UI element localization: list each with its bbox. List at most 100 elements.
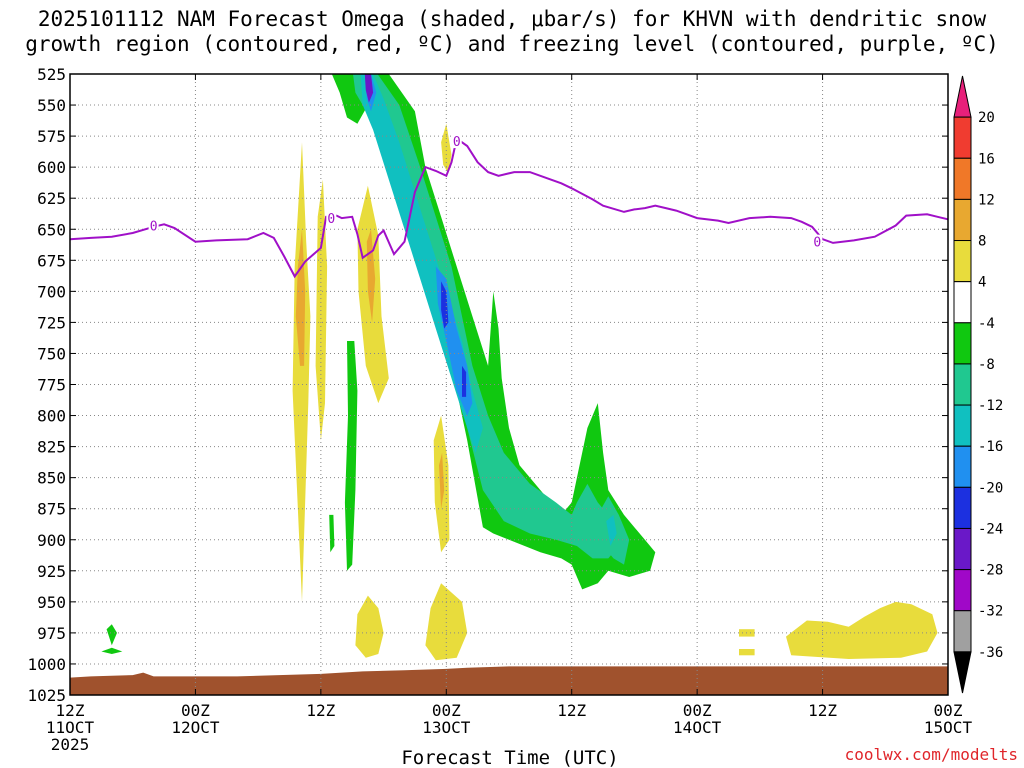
colorbar-label-8: -16	[978, 439, 1003, 455]
colorbar-swatch-9	[953, 445, 972, 488]
x-tick-label-0-2: 11OCT	[46, 718, 95, 737]
colorbar-label-10: -24	[978, 521, 1003, 537]
x-tick-label-36-2: 13OCT	[422, 718, 471, 737]
omega-region-0	[292, 142, 311, 602]
x-tick-label-84-1: 00Z	[934, 701, 963, 720]
omega-shading-layer	[101, 74, 938, 661]
x-tick-label-0-1: 12Z	[56, 701, 85, 720]
colorbar-swatch-8	[953, 404, 972, 447]
colorbar-swatch-11	[953, 527, 972, 571]
y-tick-label-875: 875	[37, 500, 66, 519]
y-tick-label-700: 700	[37, 282, 66, 301]
terrain-layer	[70, 666, 948, 695]
omega-region-24	[329, 514, 335, 553]
plot-frame	[69, 73, 949, 696]
colorbar-label-12: -32	[978, 604, 1003, 620]
colorbar-label-5: -4	[978, 316, 995, 332]
colorbar-swatch-1	[953, 116, 972, 159]
x-tick-label-24-1: 12Z	[306, 701, 335, 720]
y-tick-label-950: 950	[37, 593, 66, 612]
y-tick-label-550: 550	[37, 96, 66, 115]
colorbar-swatch-13	[953, 610, 972, 653]
colorbar-swatch-6	[953, 322, 972, 365]
colorbar-label-7: -12	[978, 398, 1003, 414]
y-tick-label-775: 775	[37, 376, 66, 395]
colorbar-label-9: -20	[978, 480, 1003, 496]
freezing-level-label-3: 0	[813, 236, 821, 251]
colorbar-label-4: 4	[978, 275, 986, 291]
y-tick-label-575: 575	[37, 127, 66, 146]
omega-region-9	[425, 583, 468, 661]
y-tick-label-675: 675	[37, 251, 66, 270]
credit-text: coolwx.com/modelts	[844, 745, 1018, 764]
colorbar-swatch-0	[953, 75, 972, 118]
y-tick-label-725: 725	[37, 313, 66, 332]
colorbar: 20 16 12 8 4 -4 -8 -12 -16 -20 -24 -28 -32 -36	[953, 75, 1003, 694]
omega-region-19	[462, 365, 467, 397]
colorbar-swatch-4	[953, 240, 972, 283]
x-tick-label-12-1: 00Z	[181, 701, 210, 720]
colorbar-label-1: 16	[978, 151, 995, 167]
y-tick-label-600: 600	[37, 158, 66, 177]
y-tick-label-900: 900	[37, 531, 66, 550]
y-tick-label-750: 750	[37, 344, 66, 363]
x-tick-label-12-2: 12OCT	[171, 718, 220, 737]
x-tick-label-60-1: 00Z	[683, 701, 712, 720]
freezing-label-bg-2	[451, 134, 462, 149]
omega-region-14	[353, 74, 619, 559]
y-tick-label-1025: 1025	[27, 686, 66, 705]
colorbar-label-13: -36	[978, 645, 1003, 661]
x-tick-label-0-3: 2025	[51, 735, 90, 754]
omega-region-7	[439, 452, 445, 509]
omega-region-26	[101, 647, 123, 654]
omega-region-23	[344, 341, 358, 571]
colorbar-swatch-7	[953, 363, 972, 406]
y-tick-label-650: 650	[37, 220, 66, 239]
y-tick-label-625: 625	[37, 189, 66, 208]
x-tick-label-60-2: 14OCT	[673, 718, 722, 737]
omega-region-18	[441, 281, 449, 329]
x-tick-label-84-2: 15OCT	[924, 718, 973, 737]
colorbar-label-3: 8	[978, 234, 986, 250]
x-tick-label-48-1: 12Z	[557, 701, 586, 720]
colorbar-label-6: -8	[978, 357, 995, 373]
terrain-fill	[70, 666, 948, 695]
y-tick-label-825: 825	[37, 438, 66, 457]
x-axis-title: Forecast Time (UTC)	[401, 747, 618, 768]
y-axis: 525 550 575 600 625 650 675 700 725 750 775 800 825 8…	[27, 65, 948, 705]
freezing-level-label-1: 0	[327, 212, 335, 227]
freezing-label-bg-3	[812, 234, 823, 249]
freezing-level-label-2: 0	[453, 135, 461, 150]
colorbar-swatch-14	[953, 651, 972, 694]
grid-layer	[70, 74, 948, 695]
omega-region-5	[441, 123, 452, 174]
omega-region-22	[606, 514, 617, 546]
chart-title-line-1: 2025101112 NAM Forecast Omega (shaded, μ…	[37, 7, 987, 31]
colorbar-label-11: -28	[978, 563, 1003, 579]
y-tick-label-975: 975	[37, 624, 66, 643]
freezing-level-line	[69, 136, 949, 279]
y-tick-label-525: 525	[37, 65, 66, 84]
y-tick-label-850: 850	[37, 469, 66, 488]
freezing-label-bg-1	[326, 211, 337, 226]
colorbar-swatch-12	[953, 569, 972, 612]
freezing-level-label-0: 0	[150, 220, 158, 235]
omega-region-8	[355, 595, 384, 658]
colorbar-label-0: 20	[978, 110, 995, 126]
y-tick-label-1000: 1000	[27, 655, 66, 674]
chart-title-line-2: growth region (contoured, red, ºC) and f…	[25, 32, 999, 56]
omega-region-20	[364, 74, 374, 103]
x-tick-label-72-1: 12Z	[808, 701, 837, 720]
colorbar-label-2: 12	[978, 192, 995, 208]
omega-region-11	[739, 649, 755, 656]
colorbar-swatch-5	[953, 281, 972, 324]
omega-region-25	[106, 624, 117, 646]
colorbar-swatch-2	[953, 157, 972, 200]
colorbar-swatch-3	[953, 198, 972, 242]
colorbar-swatch-10	[953, 486, 972, 529]
freezing-label-bg-0	[148, 218, 159, 233]
y-tick-label-800: 800	[37, 407, 66, 426]
y-tick-label-925: 925	[37, 562, 66, 581]
